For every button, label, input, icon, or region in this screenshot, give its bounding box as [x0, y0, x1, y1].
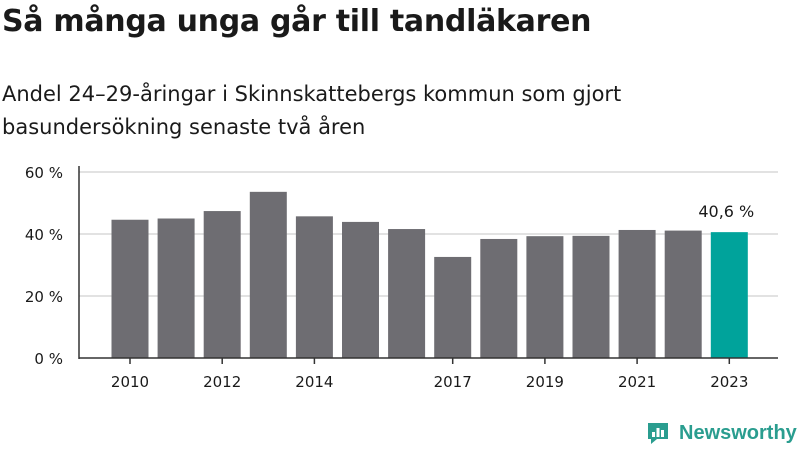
bar [618, 229, 656, 358]
chart-title: Så många unga går till tandläkaren [2, 4, 592, 39]
bar [295, 216, 333, 358]
bar [572, 235, 610, 358]
bar [434, 256, 472, 358]
bar [526, 236, 564, 358]
x-tick-label: 2017 [434, 373, 472, 391]
newsworthy-logo-icon [648, 423, 668, 444]
bar [388, 229, 426, 358]
bar [664, 230, 702, 358]
x-tick-label: 2019 [526, 373, 564, 391]
x-tick-label: 2012 [203, 373, 241, 391]
bar [480, 238, 518, 358]
y-tick-label: 0 % [34, 350, 63, 368]
bar [203, 211, 241, 358]
y-tick-label: 20 % [25, 288, 63, 306]
bar [710, 232, 748, 358]
brand-name: Newsworthy [679, 421, 797, 444]
x-tick-label: 2023 [710, 373, 748, 391]
data-label: 40,6 % [698, 202, 754, 221]
y-tick-label: 40 % [25, 226, 63, 244]
y-tick-label: 60 % [25, 164, 63, 182]
chart-subtitle: Andel 24–29-åringar i Skinnskattebergs k… [2, 82, 622, 139]
bar [157, 218, 195, 358]
bar [342, 221, 379, 358]
bar [249, 191, 287, 358]
brand-logo: Newsworthy [645, 420, 797, 446]
bar [111, 219, 149, 358]
x-tick-label: 2021 [618, 373, 656, 391]
x-tick-label: 2014 [295, 373, 333, 391]
x-tick-label: 2010 [111, 373, 149, 391]
